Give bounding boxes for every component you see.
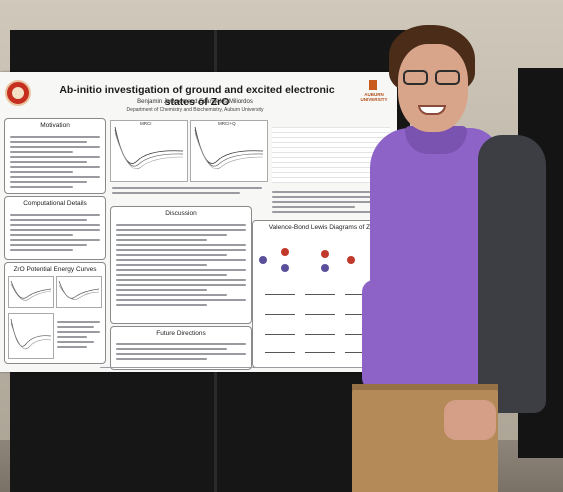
- orbital-lobe: [259, 256, 267, 264]
- diagram-line: [305, 334, 335, 335]
- discussion-heading: Discussion: [165, 210, 197, 217]
- computational-text: [10, 211, 100, 254]
- table-notes: [272, 188, 390, 216]
- motivation-text: [10, 133, 100, 191]
- person-cardigan: [478, 135, 546, 413]
- diagram-line: [345, 334, 375, 335]
- diagram-line: [265, 352, 295, 353]
- pec-plot-3: [8, 313, 54, 359]
- person-face: [398, 44, 468, 132]
- diagram-line: [345, 294, 375, 295]
- future-directions-box: Future Directions: [110, 326, 252, 370]
- zro-pec-heading: ZrO Potential Energy Curves: [13, 266, 97, 273]
- diagram-line: [265, 294, 295, 295]
- computational-heading: Computational Details: [23, 200, 87, 207]
- glasses: [401, 70, 465, 86]
- orbital-lobe: [281, 248, 289, 256]
- auburn-logo-text: AUBURN UNIVERSITY: [360, 92, 388, 102]
- poster-authors: Benjamin Jackson and Evangelos Miliordos: [137, 99, 253, 105]
- diagram-line: [305, 294, 335, 295]
- left-university-logo: [5, 80, 31, 106]
- future-directions-heading: Future Directions: [156, 330, 206, 337]
- orbital-lobe: [321, 250, 329, 258]
- orbital-lobe: [321, 264, 329, 272]
- mrci-q-plot-label: MRCI+Q: [218, 121, 236, 126]
- auburn-logo: AUBURN UNIVERSITY: [358, 80, 388, 108]
- discussion-box: Discussion: [110, 206, 252, 324]
- orbital-lobe: [281, 264, 289, 272]
- poster-footer: [100, 364, 390, 371]
- poster-title: Ab-initio investigation of ground and ex…: [59, 84, 335, 108]
- motivation-box: Motivation: [4, 118, 106, 194]
- diagram-line: [305, 314, 335, 315]
- vb-diagrams-heading: Valence-Bond Lewis Diagrams of ZrO: [268, 224, 378, 231]
- pants-waistband: [352, 384, 498, 390]
- person-arm: [362, 280, 398, 390]
- diagram-line: [345, 352, 375, 353]
- orbital-lobe: [347, 256, 355, 264]
- diagram-line: [265, 314, 295, 315]
- pec-plot-1: [8, 276, 54, 308]
- mrci-plot-label: MRCI: [140, 121, 152, 126]
- diagram-line: [345, 314, 375, 315]
- glasses-lens-right: [435, 70, 460, 85]
- research-poster: AUBURN UNIVERSITY Ab-initio investigatio…: [0, 72, 397, 372]
- motivation-heading: Motivation: [40, 122, 70, 129]
- diagram-line: [305, 352, 335, 353]
- mrci-plot: [110, 120, 188, 182]
- pec-caption: [57, 318, 100, 351]
- poster-department: Department of Chemistry and Biochemistry…: [126, 107, 264, 113]
- glasses-lens-left: [403, 70, 428, 85]
- pec-plot-2: [56, 276, 102, 308]
- discussion-text: [116, 221, 246, 309]
- plots-caption: [112, 184, 262, 197]
- person-hand: [444, 400, 496, 440]
- diagram-line: [265, 334, 295, 335]
- zro-pec-box: ZrO Potential Energy Curves: [4, 262, 106, 364]
- mrci-q-plot: [190, 120, 268, 182]
- future-directions-text: [116, 340, 246, 363]
- computational-box: Computational Details: [4, 196, 106, 260]
- orbital-diagrams: [255, 242, 385, 360]
- auburn-logo-mark: [369, 80, 377, 90]
